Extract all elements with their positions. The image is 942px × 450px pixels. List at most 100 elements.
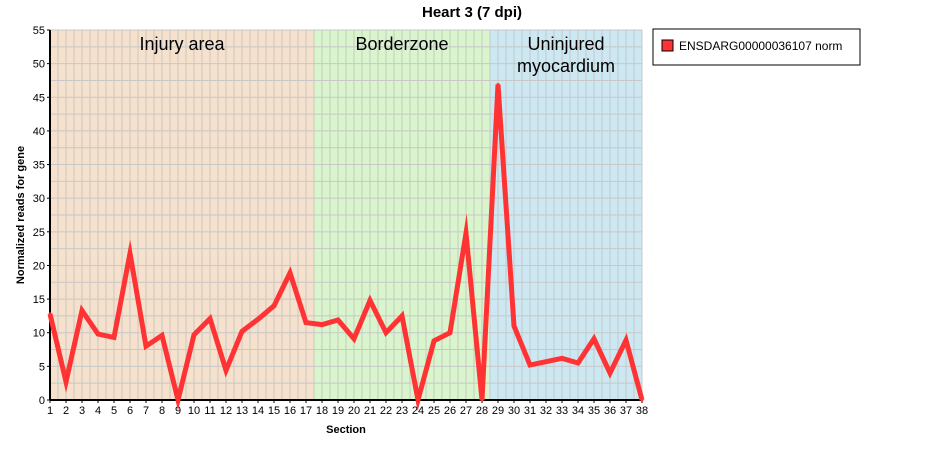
x-tick-label: 32 (540, 405, 552, 417)
data-point (192, 333, 196, 337)
data-point (512, 324, 516, 328)
data-point (240, 329, 244, 333)
x-tick-label: 6 (127, 405, 133, 417)
legend-label: ENSDARG00000036107 norm (679, 39, 842, 53)
data-point (384, 331, 388, 335)
y-tick-label: 35 (33, 160, 45, 172)
x-tick-label: 34 (572, 405, 584, 417)
x-tick-label: 27 (460, 405, 472, 417)
x-tick-label: 19 (332, 405, 344, 417)
data-point (368, 298, 372, 302)
x-tick-label: 10 (188, 405, 200, 417)
data-point (128, 251, 132, 255)
x-tick-label: 14 (252, 405, 264, 417)
legend-box (652, 28, 861, 66)
data-point (544, 360, 548, 364)
data-point (48, 312, 52, 316)
data-point (480, 398, 484, 402)
legend-swatch (661, 39, 674, 52)
x-tick-label: 37 (620, 405, 632, 417)
data-point (80, 309, 84, 313)
x-tick-label: 36 (604, 405, 616, 417)
x-axis-title: Section (326, 424, 366, 436)
data-point (464, 231, 468, 235)
data-point (96, 332, 100, 336)
y-tick-label: 25 (33, 227, 45, 239)
grid (49, 29, 643, 401)
x-tick-label: 24 (412, 405, 424, 417)
x-tick-label: 21 (364, 405, 376, 417)
x-tick-label: 20 (348, 405, 360, 417)
y-tick-label: 45 (33, 92, 45, 104)
region-labels: Injury area Borderzone Uninjured myocardium (139, 34, 615, 76)
x-tick-label: 4 (95, 405, 101, 417)
data-point (288, 271, 292, 275)
data-point (576, 361, 580, 365)
x-tick-label: 26 (444, 405, 456, 417)
x-tick-label: 23 (396, 405, 408, 417)
y-tick-label: 5 (39, 361, 45, 373)
y-tick-label: 40 (33, 126, 45, 138)
axes (49, 30, 642, 401)
data-point (176, 398, 180, 402)
x-tick-label: 17 (300, 405, 312, 417)
y-tick-label: 0 (39, 395, 45, 407)
y-tick-label: 20 (33, 260, 45, 272)
y-tick-label: 15 (33, 294, 45, 306)
data-point (304, 321, 308, 325)
data-point (336, 318, 340, 322)
x-tick-label: 16 (284, 405, 296, 417)
x-tick-label: 30 (508, 405, 520, 417)
region-label-2: Uninjured myocardium (517, 34, 615, 76)
data-point (640, 398, 644, 402)
y-tick-label: 10 (33, 328, 45, 340)
data-point (400, 314, 404, 318)
data-point (64, 380, 68, 384)
data-point (608, 371, 612, 375)
x-tick-label: 12 (220, 405, 232, 417)
legend: ENSDARG00000036107 norm (652, 28, 861, 66)
y-tick-label: 55 (33, 25, 45, 37)
data-point (528, 363, 532, 367)
data-point (432, 339, 436, 343)
x-tick-label: 1 (47, 405, 53, 417)
series-layer (47, 82, 645, 412)
x-tick-label: 2 (63, 405, 69, 417)
data-point (272, 304, 276, 308)
x-tick-label: 9 (175, 405, 181, 417)
data-point (624, 338, 628, 342)
x-tick-label: 5 (111, 405, 117, 417)
x-tick-label: 18 (316, 405, 328, 417)
data-point (160, 333, 164, 337)
data-point (352, 337, 356, 341)
x-tick-label: 8 (159, 405, 165, 417)
x-tick-label: 35 (588, 405, 600, 417)
y-tick-label: 50 (33, 59, 45, 71)
x-tick-label: 33 (556, 405, 568, 417)
data-point (208, 317, 212, 321)
data-point (112, 335, 116, 339)
x-tick-label: 29 (492, 405, 504, 417)
y-tick-label: 30 (33, 193, 45, 205)
region-label-0: Injury area (139, 34, 225, 54)
region-label-1: Borderzone (355, 34, 448, 54)
x-tick-label: 28 (476, 405, 488, 417)
data-point (592, 337, 596, 341)
data-point (416, 398, 420, 402)
x-tick-label: 3 (79, 405, 85, 417)
x-tick-label: 38 (636, 405, 648, 417)
chart-title: Heart 3 (7 dpi) (422, 4, 522, 21)
data-point (144, 344, 148, 348)
data-point (224, 368, 228, 372)
y-axis-title: Normalized reads for gene (15, 146, 27, 284)
series-line-0 (47, 84, 645, 412)
x-tick-label: 31 (524, 405, 536, 417)
data-point (560, 356, 564, 360)
x-tick-label: 13 (236, 405, 248, 417)
data-point (496, 82, 500, 86)
data-point (256, 317, 260, 321)
x-tick-label: 11 (204, 405, 215, 417)
x-tick-label: 25 (428, 405, 440, 417)
